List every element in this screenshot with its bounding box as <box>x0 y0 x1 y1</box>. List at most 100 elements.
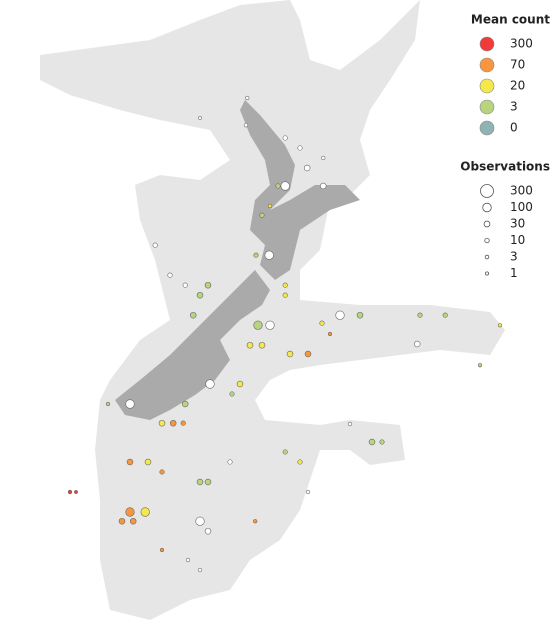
point <box>169 419 177 427</box>
point <box>303 164 311 172</box>
point <box>67 489 73 495</box>
legend: Mean count Observations 3007020303001003… <box>460 13 550 281</box>
points <box>67 95 503 573</box>
point <box>417 312 423 318</box>
point <box>335 310 345 320</box>
point <box>204 527 212 535</box>
point <box>152 242 158 248</box>
point <box>229 391 235 397</box>
legend-title: Mean count <box>471 13 550 27</box>
point <box>129 517 137 525</box>
point <box>197 567 203 573</box>
legend-label: 100 <box>510 200 533 214</box>
point <box>305 489 311 495</box>
basemap <box>40 0 505 620</box>
point <box>189 311 197 319</box>
point <box>259 212 265 218</box>
legend-size <box>483 220 491 228</box>
legend-label: 300 <box>510 37 533 51</box>
point <box>442 312 448 318</box>
point <box>275 183 281 189</box>
point <box>245 95 250 101</box>
point <box>204 281 212 289</box>
point <box>264 250 274 260</box>
point <box>204 478 212 486</box>
point <box>413 340 421 348</box>
point <box>185 557 191 563</box>
point <box>477 363 483 368</box>
point <box>125 507 135 517</box>
point <box>118 517 126 525</box>
point <box>246 341 254 349</box>
legend-label: 10 <box>510 233 525 247</box>
point <box>196 478 204 486</box>
zealandia <box>40 0 505 620</box>
point <box>286 350 294 358</box>
north-island <box>240 100 360 280</box>
legend-size <box>482 202 492 213</box>
point <box>282 292 288 298</box>
legend-swatch <box>479 78 495 94</box>
point <box>297 145 303 151</box>
point <box>243 123 249 128</box>
legend-label: 3 <box>510 250 518 264</box>
point <box>379 439 385 445</box>
point <box>125 399 135 409</box>
legend-title: Observations <box>460 160 550 174</box>
legend-label: 3 <box>510 100 518 114</box>
point <box>497 323 503 328</box>
point <box>181 400 189 408</box>
point <box>319 320 325 326</box>
point <box>321 155 326 161</box>
legend-size <box>480 184 494 198</box>
legend-swatch <box>479 57 495 73</box>
point <box>282 282 288 288</box>
south-island <box>115 270 270 420</box>
legend-label: 0 <box>510 121 518 135</box>
point <box>140 507 150 517</box>
point <box>205 379 215 389</box>
point <box>356 311 364 319</box>
point <box>319 182 327 190</box>
legend-label: 300 <box>510 184 533 198</box>
point <box>158 419 166 427</box>
point <box>327 331 333 337</box>
point <box>74 490 78 494</box>
legend-size <box>484 254 490 260</box>
point <box>297 459 303 465</box>
point <box>304 350 312 358</box>
point <box>126 458 134 466</box>
point <box>282 135 288 141</box>
point <box>282 449 288 455</box>
point <box>159 469 165 475</box>
point <box>105 401 111 407</box>
point <box>253 320 263 330</box>
point <box>144 458 152 466</box>
legend-swatch <box>479 99 495 115</box>
point <box>258 341 266 349</box>
legend-size <box>484 271 489 276</box>
point <box>267 203 273 209</box>
legend-swatch <box>479 120 495 136</box>
point <box>368 438 376 446</box>
point <box>196 291 204 299</box>
point <box>195 516 205 526</box>
point <box>198 116 202 120</box>
point <box>159 547 165 553</box>
legend-label: 30 <box>510 217 525 231</box>
legend-size <box>484 237 490 244</box>
point <box>347 421 353 427</box>
point <box>227 459 233 465</box>
legend-swatch <box>479 36 495 52</box>
point <box>253 519 258 524</box>
point <box>236 380 244 388</box>
point <box>265 320 275 330</box>
point <box>280 181 290 191</box>
point <box>253 252 259 258</box>
legend-label: 20 <box>510 79 525 93</box>
point <box>180 420 186 426</box>
point <box>167 272 173 278</box>
legend-label: 1 <box>510 266 518 280</box>
legend-label: 70 <box>510 58 525 72</box>
